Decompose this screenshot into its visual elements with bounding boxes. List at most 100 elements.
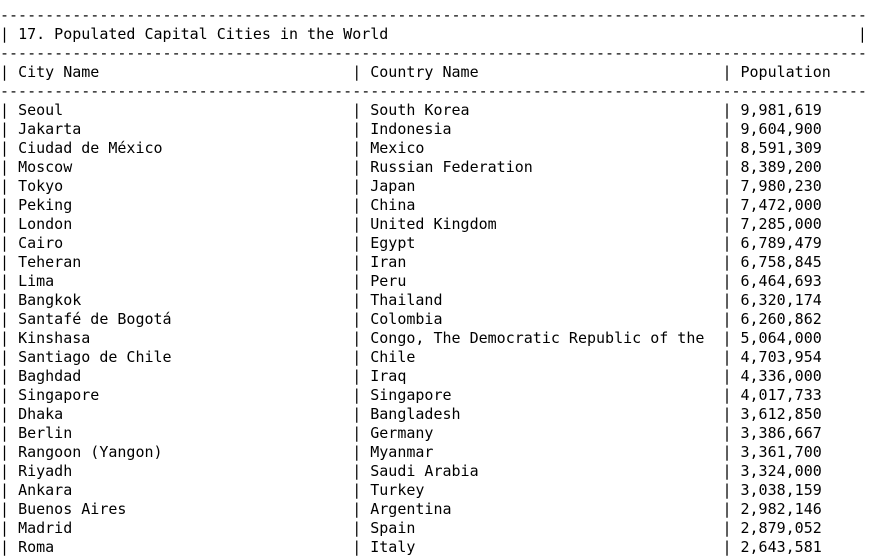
country-name-cell: Russian Federation	[361, 158, 722, 177]
city-name-cell: Peking	[9, 196, 352, 215]
column-separator: |	[0, 25, 10, 43]
population-cell-text: 6,320,174	[740, 291, 822, 309]
column-separator: |	[722, 500, 732, 518]
population-cell: 3,038,159	[731, 481, 869, 500]
column-separator: |	[0, 424, 10, 442]
city-name-cell-text: Madrid	[18, 519, 73, 537]
table-border: ----------------------------------------…	[0, 44, 867, 62]
population-cell-text: 8,389,200	[740, 158, 822, 176]
country-name-cell-text: Spain	[370, 519, 416, 537]
column-separator: |	[0, 63, 10, 81]
city-name-cell: Jakarta	[9, 120, 352, 139]
city-name-cell: Bangkok	[9, 291, 352, 310]
city-name-cell: Lima	[9, 272, 352, 291]
column-separator: |	[722, 538, 732, 556]
country-name-cell: Argentina	[361, 500, 722, 519]
column-separator: |	[722, 215, 732, 233]
column-separator: |	[352, 272, 362, 290]
country-name-cell: Egypt	[361, 234, 722, 253]
country-name-cell-text: Saudi Arabia	[370, 462, 479, 480]
city-name-cell-text: Seoul	[18, 101, 64, 119]
column-separator: |	[352, 329, 362, 347]
table-row: | Ciudad de México| Mexico| 8,591,309|	[0, 139, 869, 158]
column-separator: |	[722, 310, 732, 328]
table-row: | Lima| Peru| 6,464,693|	[0, 272, 869, 291]
column-separator: |	[722, 234, 732, 252]
country-name-cell: Colombia	[361, 310, 722, 329]
population-cell: 6,464,693	[731, 272, 869, 291]
terminal-output: ----------------------------------------…	[0, 6, 869, 557]
city-name-cell: Riyadh	[9, 462, 352, 481]
column-separator: |	[352, 291, 362, 309]
population-cell-text: 4,336,000	[740, 367, 822, 385]
column-separator: |	[352, 481, 362, 499]
country-name-cell-text: Congo, The Democratic Republic of the	[370, 329, 705, 347]
city-name-cell-text: Riyadh	[18, 462, 73, 480]
country-name-cell: Indonesia	[361, 120, 722, 139]
city-name-cell-text: Berlin	[18, 424, 73, 442]
table-row: | Jakarta| Indonesia| 9,604,900|	[0, 120, 869, 139]
country-name-cell: Iraq	[361, 367, 722, 386]
column-separator: |	[352, 120, 362, 138]
table-title-row: | 17. Populated Capital Cities in the Wo…	[0, 25, 869, 44]
column-separator: |	[0, 386, 10, 404]
country-name-cell-text: Mexico	[370, 139, 425, 157]
column-header-population: Population	[731, 63, 869, 82]
table-row: | Riyadh| Saudi Arabia| 3,324,000|	[0, 462, 869, 481]
population-cell-text: 2,982,146	[740, 500, 822, 518]
column-separator: |	[0, 101, 10, 119]
population-cell: 7,285,000	[731, 215, 869, 234]
country-name-cell-text: Argentina	[370, 500, 452, 518]
column-separator: |	[352, 405, 362, 423]
country-name-cell-text: Italy	[370, 538, 416, 556]
column-separator: |	[352, 519, 362, 537]
country-name-cell: Peru	[361, 272, 722, 291]
city-name-cell-text: Santiago de Chile	[18, 348, 172, 366]
population-cell: 6,320,174	[731, 291, 869, 310]
column-separator: |	[0, 348, 10, 366]
city-name-cell-text: Ciudad de México	[18, 139, 163, 157]
population-cell: 8,389,200	[731, 158, 869, 177]
column-separator: |	[0, 481, 10, 499]
column-separator: |	[352, 101, 362, 119]
column-separator: |	[0, 367, 10, 385]
column-separator: |	[0, 329, 10, 347]
column-separator: |	[0, 519, 10, 537]
table-row: | Berlin| Germany| 3,386,667|	[0, 424, 869, 443]
city-name-cell: Baghdad	[9, 367, 352, 386]
population-cell: 5,064,000	[731, 329, 869, 348]
city-name-cell-text: Roma	[18, 538, 55, 556]
population-cell: 9,604,900	[731, 120, 869, 139]
table-row: | Bangkok| Thailand| 6,320,174|	[0, 291, 869, 310]
column-separator: |	[722, 424, 732, 442]
table-row: | Cairo| Egypt| 6,789,479|	[0, 234, 869, 253]
city-name-cell: Ankara	[9, 481, 352, 500]
table-title-text: 17. Populated Capital Cities in the Worl…	[18, 25, 389, 43]
population-cell-text: 6,260,862	[740, 310, 822, 328]
population-cell-text: 9,604,900	[740, 120, 822, 138]
country-name-cell-text: Singapore	[370, 386, 452, 404]
country-name-cell-text: Bangladesh	[370, 405, 461, 423]
population-cell-text: 8,591,309	[740, 139, 822, 157]
country-name-cell-text: Myanmar	[370, 443, 434, 461]
city-name-cell-text: Kinshasa	[18, 329, 91, 347]
table-row: | Santiago de Chile| Chile| 4,703,954|	[0, 348, 869, 367]
population-cell: 9,981,619	[731, 101, 869, 120]
population-cell-text: 5,064,000	[740, 329, 822, 347]
country-name-cell: Iran	[361, 253, 722, 272]
country-name-cell-text: Thailand	[370, 291, 443, 309]
column-separator: |	[0, 538, 10, 556]
column-separator: |	[722, 481, 732, 499]
table-row: | Madrid| Spain| 2,879,052|	[0, 519, 869, 538]
city-name-cell-text: Teheran	[18, 253, 82, 271]
table-row: | Moscow| Russian Federation| 8,389,200|	[0, 158, 869, 177]
country-name-cell: Spain	[361, 519, 722, 538]
city-name-cell-text: Baghdad	[18, 367, 82, 385]
country-name-cell-text: Indonesia	[370, 120, 452, 138]
city-name-cell-text: Peking	[18, 196, 73, 214]
population-cell: 6,789,479	[731, 234, 869, 253]
city-name-cell-text: Bangkok	[18, 291, 82, 309]
column-separator: |	[0, 177, 10, 195]
column-separator: |	[722, 443, 732, 461]
population-cell-text: 2,643,581	[740, 538, 822, 556]
